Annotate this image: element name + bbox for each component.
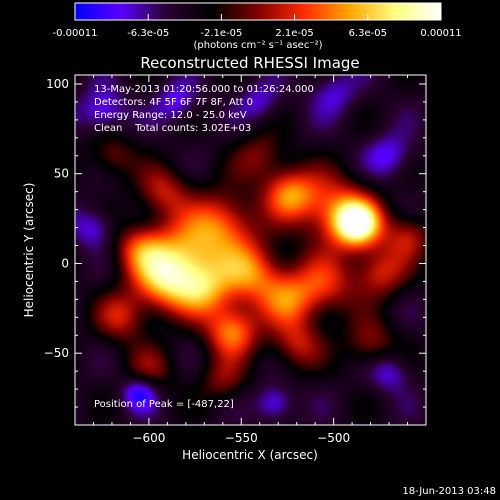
colorbar-tick-label: 0.00011 <box>420 28 461 39</box>
x-axis-label: Heliocentric X (arcsec) <box>182 448 318 462</box>
annotation-time-range: 13-May-2013 01:20:56.000 to 01:26:24.000 <box>94 84 314 95</box>
colorbar-bar <box>74 2 442 21</box>
colorbar-tick-label: 2.1e-05 <box>275 28 313 39</box>
annotation-peak-position: Position of Peak = [-487,22] <box>94 399 234 410</box>
colorbar-unit-label: (photons cm⁻² s⁻¹ asec⁻²) <box>193 40 322 51</box>
x-tick-label: −600 <box>132 431 165 445</box>
annotations: 13-May-2013 01:20:56.000 to 01:26:24.000… <box>94 84 314 410</box>
colorbar-ticks: -0.00011 -6.3e-05 -2.1e-05 2.1e-05 6.3e-05 0.… <box>53 14 462 39</box>
x-axis-ticks: −600 −550 −500 <box>74 75 427 445</box>
colorbar: -0.00011 -6.3e-05 -2.1e-05 2.1e-05 6.3e-05 0.… <box>53 2 462 51</box>
y-axis-ticks: −50 0 50 100 <box>44 77 426 426</box>
colorbar-tick-label: -2.1e-05 <box>200 28 242 39</box>
colorbar-tick-label: 6.3e-05 <box>349 28 387 39</box>
heatmap-image <box>75 75 426 425</box>
annotation-clean-counts: Clean Total counts: 3.02E+03 <box>94 123 251 134</box>
colorbar-tick-label: -6.3e-05 <box>127 28 169 39</box>
footer-date: 18-Jun-2013 03:48 <box>402 486 496 497</box>
plot-frame <box>74 74 427 426</box>
annotation-detectors: Detectors: 4F 5F 6F 7F 8F, Att 0 <box>94 97 253 108</box>
heatmap-plot-area <box>75 75 426 425</box>
x-tick-label: −500 <box>317 431 350 445</box>
x-tick-label: −550 <box>225 431 258 445</box>
y-tick-label: 50 <box>54 167 69 181</box>
annotation-energy-range: Energy Range: 12.0 - 25.0 keV <box>94 110 247 121</box>
y-tick-label: −50 <box>44 346 69 360</box>
y-tick-label: 100 <box>46 77 69 91</box>
y-tick-label: 0 <box>61 256 69 270</box>
y-axis-label: Heliocentric Y (arcsec) <box>22 183 36 318</box>
colorbar-tick-label: -0.00011 <box>53 28 98 39</box>
chart-title: Reconstructed RHESSI Image <box>140 54 359 72</box>
